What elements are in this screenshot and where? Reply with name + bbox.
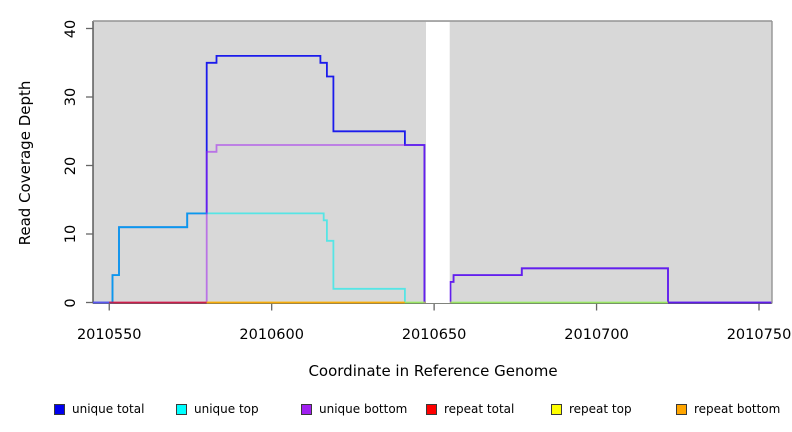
legend-swatch-icon bbox=[54, 403, 65, 415]
legend-label: repeat total bbox=[444, 402, 515, 416]
x-tick-label: 2010600 bbox=[239, 327, 304, 343]
x-axis-title: Coordinate in Reference Genome bbox=[308, 362, 558, 380]
no-data-gap-band bbox=[426, 21, 450, 304]
x-tick-label: 2010700 bbox=[564, 327, 629, 343]
y-tick-label: 40 bbox=[63, 19, 79, 38]
y-tick-label: 30 bbox=[63, 87, 79, 107]
legend-label: unique top bbox=[194, 402, 259, 416]
legend-label: repeat bottom bbox=[694, 402, 781, 416]
x-tick-label: 2010750 bbox=[726, 327, 792, 343]
legend-item-repeat-total: repeat total bbox=[426, 402, 514, 416]
legend-item-unique-bottom: unique bottom bbox=[301, 402, 407, 416]
legend-item-repeat-bottom: repeat bottom bbox=[676, 402, 780, 416]
legend-label: repeat top bbox=[569, 402, 632, 416]
y-tick-label: 0 bbox=[63, 297, 79, 308]
y-axis-title: Read Coverage Depth bbox=[16, 80, 34, 246]
legend-item-repeat-top: repeat top bbox=[551, 402, 632, 416]
legend-label: unique total bbox=[72, 402, 145, 416]
legend-item-unique-total: unique total bbox=[54, 402, 144, 416]
legend-swatch-icon bbox=[676, 403, 687, 415]
legend-swatch-icon bbox=[426, 403, 437, 415]
series-line-unique-bottom bbox=[93, 144, 772, 304]
legend-swatch-icon bbox=[176, 403, 187, 415]
x-tick-label: 2010650 bbox=[401, 327, 467, 343]
series-line-unique-top bbox=[93, 212, 668, 304]
legend-label: unique bottom bbox=[319, 402, 408, 416]
legend-swatch-icon bbox=[301, 403, 312, 415]
y-tick-label: 20 bbox=[63, 156, 79, 175]
y-tick-label: 10 bbox=[63, 224, 79, 244]
legend-swatch-icon bbox=[551, 403, 562, 415]
x-tick-label: 2010550 bbox=[76, 327, 142, 343]
legend-item-unique-top: unique top bbox=[176, 402, 259, 416]
